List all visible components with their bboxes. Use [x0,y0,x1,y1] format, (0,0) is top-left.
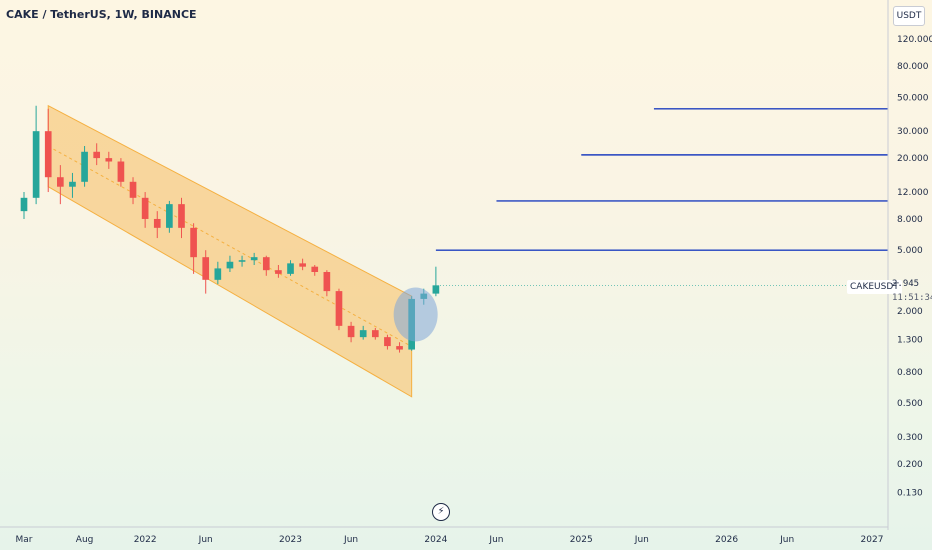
candle-body [287,263,294,274]
lightning-icon[interactable]: ⚡ [432,503,450,521]
candle-body [262,257,270,271]
candle-body [141,197,149,219]
chart-title: CAKE / TetherUS, 1W, BINANCE [6,8,197,21]
candle-body [117,161,125,182]
time-tick-label: 2026 [715,535,738,545]
price-tick-label: 2.000 [897,307,923,317]
time-tick-label: Jun [634,535,649,545]
unit-button[interactable]: USDT [893,6,925,26]
candle-body [44,131,52,178]
price-tick-labels: 120.000 80.000 50.000 30.000 20.000 12.000 8.0… [897,35,932,498]
candle-body [69,181,76,187]
price-tick-label: 50.000 [897,93,929,103]
time-tick-label: Aug [76,535,94,545]
target-levels [435,108,888,286]
descending-channel [47,104,413,398]
time-tick-labels: Mar Aug 2022 Jun 2023 Jun 2024 Jun 2025 Jun 2026 Ju… [16,535,884,545]
symbol-tag: CAKEUSDT [847,280,902,294]
time-tick-label: 2025 [570,535,593,545]
last-price-label: 2.945 [892,279,920,289]
time-tick-label: Jun [779,535,794,545]
candle-body [311,266,319,272]
price-tick-label: 0.130 [897,489,923,499]
channel-body [47,104,413,398]
time-tick-label: 2022 [134,535,157,545]
candle-body [105,158,113,162]
candle-body [250,257,258,261]
price-tick-label: 120.000 [897,35,932,45]
time-tick-label: Jun [488,535,503,545]
candle-body [153,218,161,228]
time-tick-label: 2024 [424,535,447,545]
candle-body [384,337,391,347]
candle-body [20,197,28,212]
candle-body [396,346,403,350]
price-tick-label: 20.000 [897,154,929,164]
candle-body [190,227,197,258]
breakout-highlight [393,287,438,342]
candle-body [166,204,173,228]
price-tick-label: 30.000 [897,127,929,137]
candle-body [347,325,355,338]
candle-body [371,330,379,338]
candle-body [57,177,64,187]
axes [0,0,889,530]
bar-countdown: 11:51:34 [892,293,932,303]
price-tick-label: 0.800 [897,368,923,378]
price-tick-label: 1.300 [897,336,923,346]
price-tick-label: 80.000 [897,62,929,72]
candle-body [93,151,101,159]
candle-body [226,261,234,269]
price-tick-label: 12.000 [897,188,929,198]
time-tick-label: 2023 [279,535,302,545]
candle-body [178,204,185,228]
candle-body [238,260,246,262]
candle-body [275,270,282,274]
candle-body [214,268,222,280]
price-tick-label: 0.500 [897,399,923,409]
breakout-circle [393,287,438,342]
candle-body [359,330,367,338]
time-tick-label: Jun [343,535,358,545]
candle-body [129,181,137,198]
candle-body [335,291,343,326]
price-tick-label: 8.000 [897,215,923,225]
candle-body [323,271,331,292]
time-tick-label: Jun [198,535,213,545]
time-tick-label: Mar [16,535,33,545]
time-tick-label: 2027 [861,535,884,545]
candle-body [202,257,210,280]
price-tick-label: 0.300 [897,433,923,443]
candle-body [32,131,40,198]
candle-body [432,285,440,294]
candle-body [81,151,88,182]
price-tick-label: 0.200 [897,460,923,470]
price-tick-label: 5.000 [897,246,923,256]
candle-body [299,263,306,267]
